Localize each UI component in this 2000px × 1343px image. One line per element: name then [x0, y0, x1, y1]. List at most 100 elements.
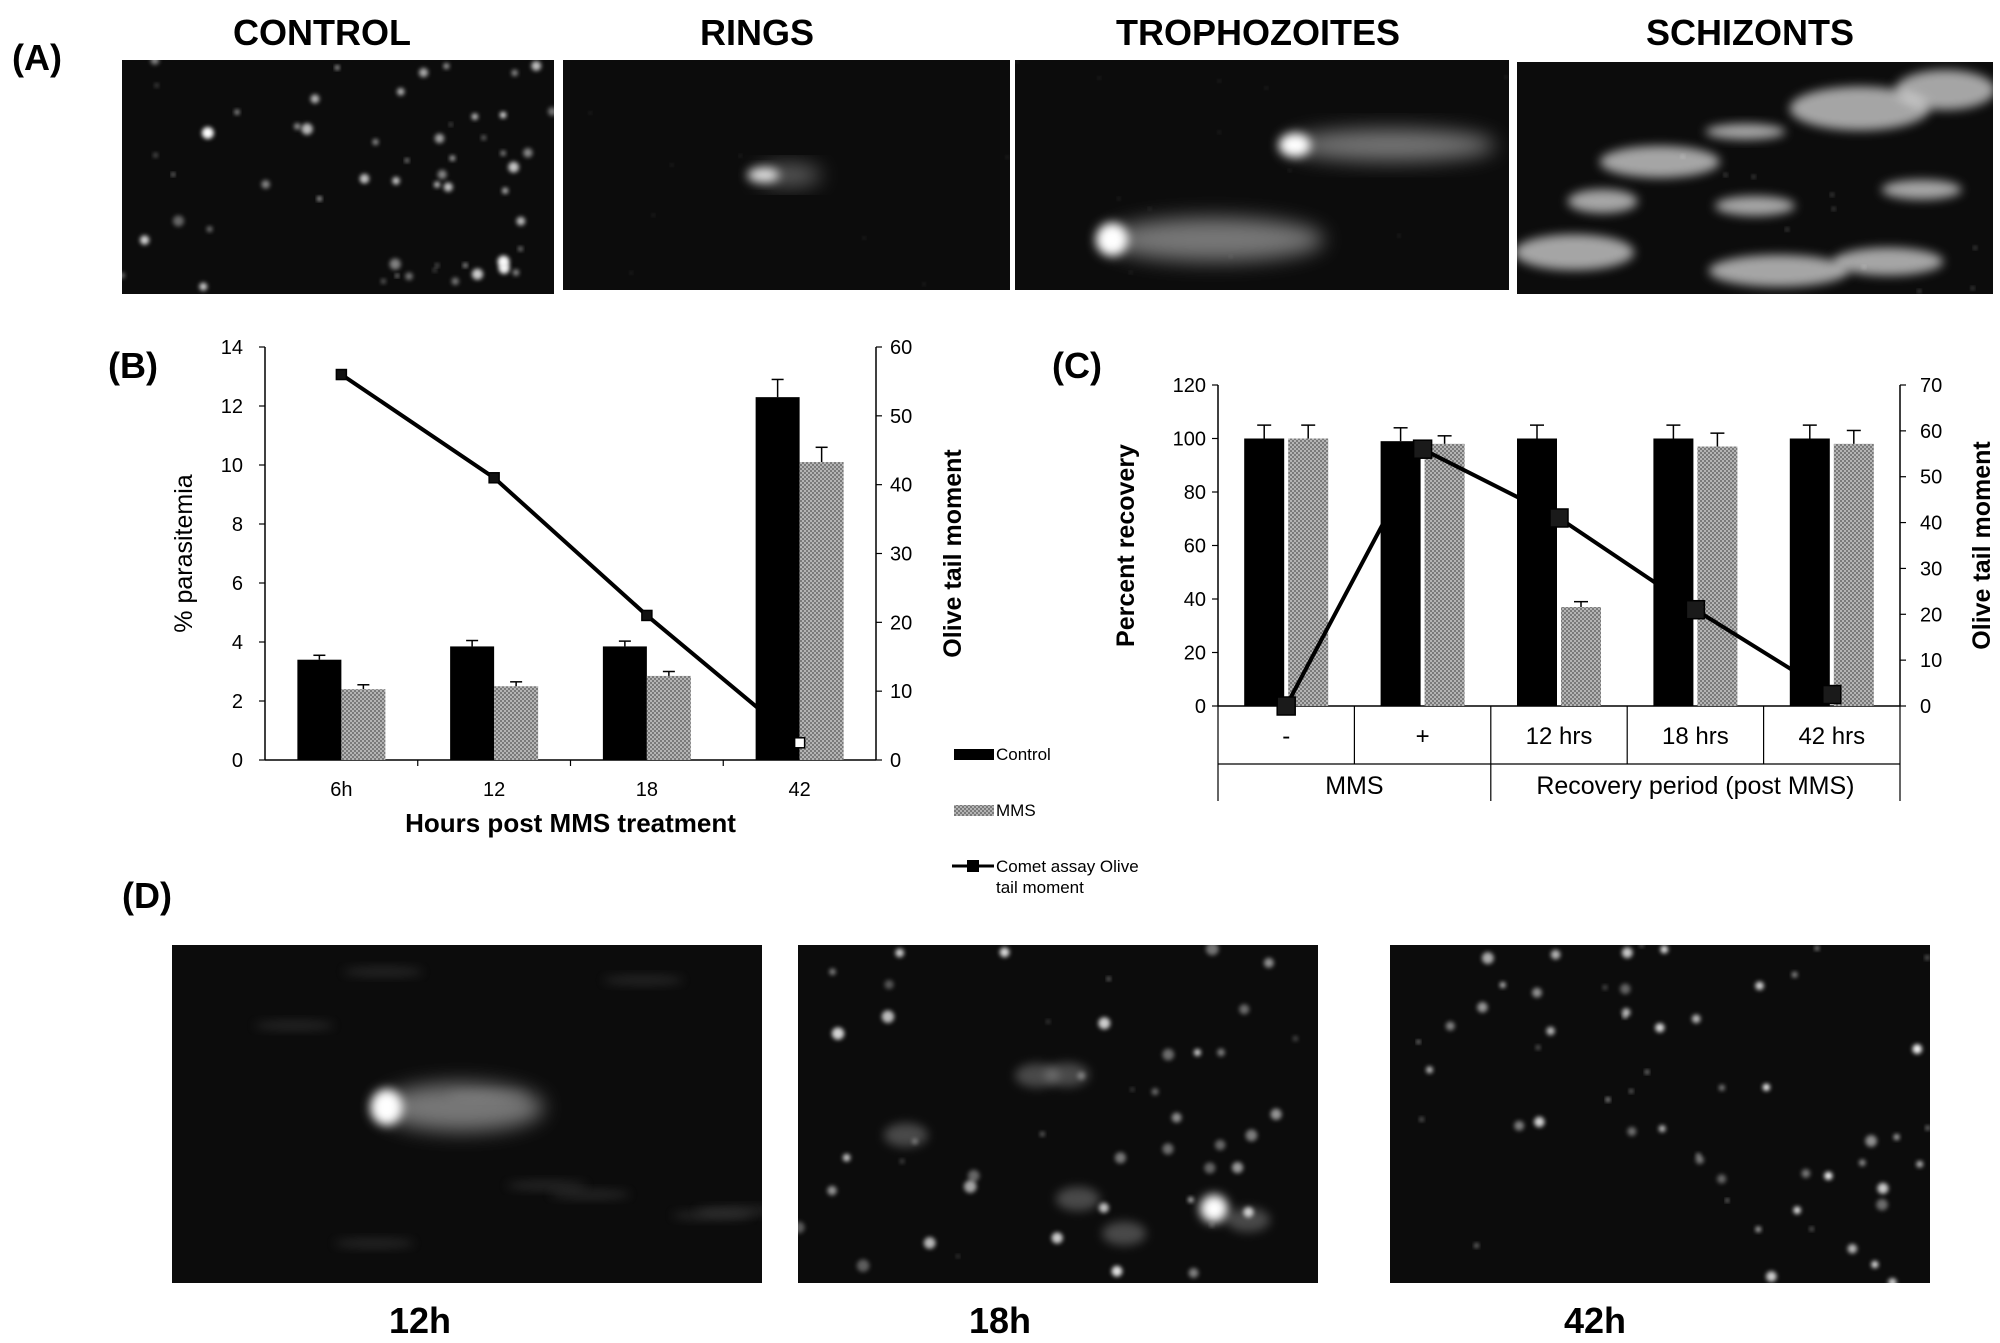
y2-tick-label: 10 — [1920, 650, 1942, 672]
panel-d-caption-1: 18h — [969, 1300, 1031, 1341]
comet-head — [747, 167, 780, 183]
y2-tick-label: 10 — [890, 681, 912, 703]
group-label-mms: MMS — [1325, 772, 1383, 800]
bar-control — [755, 397, 800, 760]
nucleus-blob — [1789, 86, 1930, 131]
cell-spot — [1717, 1174, 1727, 1184]
cell-spot — [1474, 1243, 1479, 1248]
nucleus-blob — [1517, 234, 1635, 271]
cell-spot — [829, 968, 836, 976]
legend-swatch-marker — [967, 860, 979, 872]
cell-spot — [1629, 1089, 1633, 1093]
panel-a-title-2: TROPHOZOITES — [1116, 12, 1400, 53]
cell-spot — [652, 214, 655, 217]
nucleus-blob — [1715, 195, 1795, 216]
cell-spot — [1210, 1223, 1214, 1227]
chart-b: 0 2 4 6 8 10 12 14 0 10 20 30 40 50 60 6h 12 18 42 Hours po… — [170, 337, 967, 838]
cell-spot — [1917, 289, 1921, 293]
cell-spot — [1416, 1040, 1421, 1044]
cell-spot — [1204, 1162, 1216, 1174]
cell-spot — [1809, 1227, 1814, 1231]
cell-spot — [842, 1153, 851, 1162]
y-tick-label: 8 — [232, 514, 243, 536]
cell-spot — [1766, 1271, 1777, 1282]
legend-label-mms: MMS — [996, 801, 1036, 820]
faint-blob — [1226, 1207, 1271, 1232]
cell-spot — [1532, 987, 1542, 998]
cell-spot — [434, 133, 445, 144]
cell-spot — [1606, 1097, 1610, 1102]
cell-spot — [1130, 1087, 1134, 1092]
cell-spot — [150, 60, 160, 65]
cell-spot — [922, 282, 926, 286]
cell-spot — [518, 246, 523, 251]
cell-spot — [1865, 1135, 1878, 1147]
faint-blob — [1055, 1186, 1100, 1211]
micrograph-d-42h-background — [1390, 945, 1930, 1283]
cell-spot — [1098, 1202, 1109, 1213]
y-axis-title: % parasitemia — [170, 474, 198, 632]
cell-spot — [1912, 1044, 1923, 1054]
cell-spot — [172, 215, 185, 227]
y-tick-label: 6 — [232, 573, 243, 595]
y-tick-label: 0 — [232, 750, 243, 772]
line-marker — [1685, 599, 1706, 620]
micrograph-d-42h — [1390, 945, 1930, 1283]
cell-spot — [449, 155, 456, 161]
cell-spot — [443, 63, 450, 69]
cell-spot — [899, 1159, 905, 1164]
cell-spot — [499, 111, 507, 119]
cell-spot — [1550, 949, 1561, 960]
x-tick-label: 12 hrs — [1526, 723, 1593, 750]
y2-tick-label: 50 — [890, 406, 912, 428]
line-marker — [1822, 684, 1842, 705]
cell-spot — [1292, 1036, 1298, 1042]
y-tick-label: 14 — [221, 337, 243, 359]
micrograph-a-trophozoites — [1015, 60, 1509, 290]
bar-control — [1789, 438, 1830, 706]
cell-spot — [739, 154, 742, 157]
cell-spot — [1117, 197, 1121, 200]
cell-spot — [1925, 955, 1930, 960]
cell-spot — [1916, 1160, 1924, 1168]
x-tick-label: 42 hrs — [1798, 723, 1865, 750]
cell-spot — [122, 272, 125, 279]
cell-spot — [1263, 957, 1274, 968]
cell-spot — [1621, 947, 1633, 959]
cell-spot — [1148, 207, 1151, 210]
cell-spot — [335, 65, 340, 70]
y-tick-label: 10 — [221, 455, 243, 477]
bar-control — [450, 646, 495, 760]
nucleus-blob — [1833, 247, 1944, 276]
cell-spot — [1205, 945, 1219, 956]
line-marker — [1412, 439, 1433, 459]
cell-spot — [1724, 173, 1728, 177]
cell-spot — [1801, 1169, 1811, 1178]
cell-spot — [171, 172, 175, 177]
cell-spot — [1888, 1278, 1897, 1283]
panel-a-title-1: RINGS — [700, 12, 814, 53]
cell-spot — [1114, 1152, 1126, 1164]
bar-mms — [1697, 446, 1738, 706]
y2-tick-label: 50 — [1920, 467, 1942, 489]
cell-spot — [1217, 1048, 1225, 1057]
nucleus-blob — [1708, 254, 1849, 287]
panel-c-label: (C) — [1052, 345, 1102, 386]
cell-spot — [1859, 1159, 1866, 1166]
cell-spot — [881, 1010, 895, 1023]
faint-blob — [1102, 1221, 1147, 1246]
cell-spot — [1718, 1084, 1725, 1091]
cell-spot — [1925, 1125, 1930, 1131]
cell-spot — [589, 111, 592, 115]
y-axis-title: Percent recovery — [1112, 444, 1140, 647]
cell-spot — [1188, 1197, 1194, 1203]
cell-spot — [1193, 1049, 1201, 1057]
comet-tail — [1286, 129, 1496, 162]
cell-spot — [433, 268, 437, 272]
cell-spot — [1725, 1198, 1729, 1202]
cell-spot — [1862, 265, 1866, 269]
cell-spot — [201, 127, 214, 139]
cell-spot — [999, 947, 1010, 958]
bar-mms — [646, 675, 691, 760]
